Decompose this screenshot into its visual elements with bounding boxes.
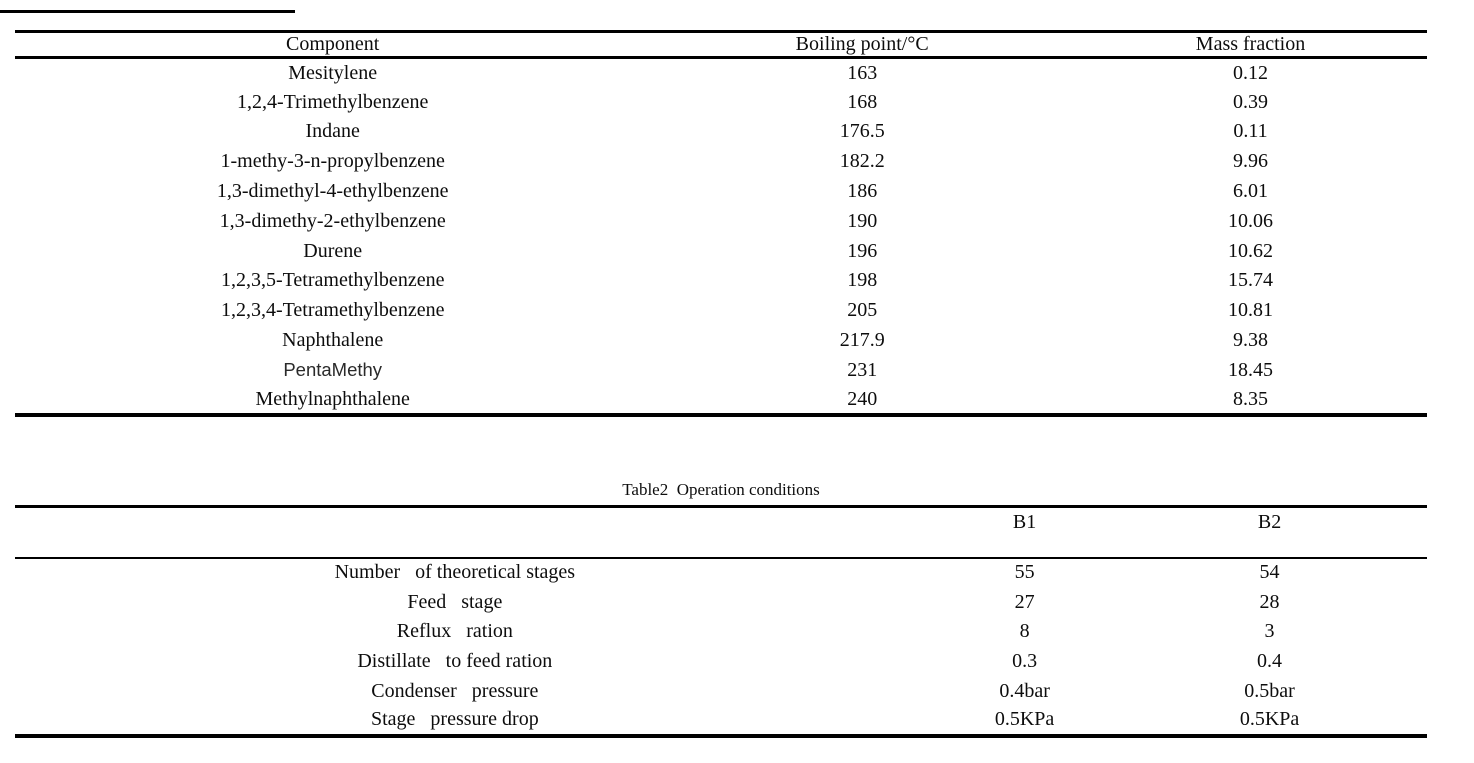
condition-label-cell: Reflux ration	[396, 620, 513, 643]
component-table-row: 1,2,3,5-Tetramethylbenzene 198 15.74	[15, 266, 1427, 296]
component-table-row: 1-methy-3-n-propylbenzene 182.2 9.96	[15, 147, 1427, 177]
boiling-point-cell: 217.9	[839, 329, 885, 352]
mass-fraction-cell: 10.62	[1227, 239, 1273, 262]
b1-value-cell: 0.3	[1012, 649, 1038, 672]
spacer-cell	[1385, 558, 1427, 588]
col-header-b2: B2	[1154, 506, 1385, 559]
component-name-cell: Indane	[305, 120, 360, 143]
boiling-point-cell: 240	[847, 387, 878, 410]
b2-value-cell: 28	[1259, 590, 1280, 613]
component-name-cell: Naphthalene	[282, 329, 384, 352]
mass-fraction-cell: 6.01	[1232, 180, 1268, 203]
boiling-point-cell: 231	[847, 358, 878, 381]
components-table-header-row: Component Boiling point/°C Mass fraction	[15, 31, 1427, 59]
b2-value-cell: 54	[1259, 561, 1280, 584]
mass-fraction-cell: 0.11	[1233, 120, 1268, 143]
operation-table-body: Number of theoretical stages 55 54 Feed …	[15, 558, 1427, 736]
boiling-point-cell: 168	[847, 90, 878, 113]
condition-label-cell: Stage pressure drop	[370, 708, 539, 731]
col-header-component: Component	[15, 31, 651, 59]
component-name-cell: 1,3-dimethy-2-ethylbenzene	[219, 209, 446, 232]
component-name-cell: Methylnaphthalene	[255, 387, 410, 410]
condition-label-cell: Distillate to feed ration	[357, 649, 553, 672]
component-table-row: Naphthalene 217.9 9.38	[15, 326, 1427, 356]
operation-table-row: Reflux ration 8 3	[15, 617, 1427, 647]
mass-fraction-cell: 9.38	[1232, 329, 1268, 352]
boiling-point-cell: 163	[847, 61, 878, 84]
mass-fraction-cell: 0.12	[1232, 61, 1268, 84]
operation-table-row: Stage pressure drop 0.5KPa 0.5KPa	[15, 706, 1427, 736]
component-table-row: Mesitylene 163 0.12	[15, 58, 1427, 88]
component-name-cell: 1-methy-3-n-propylbenzene	[220, 150, 445, 173]
mass-fraction-cell: 9.96	[1232, 150, 1268, 173]
b2-value-cell: 0.5bar	[1244, 679, 1295, 702]
components-table-body: Mesitylene 163 0.12 1,2,4-Trimethylbenze…	[15, 58, 1427, 416]
component-name-cell: 1,2,4-Trimethylbenzene	[236, 90, 429, 113]
mass-fraction-cell: 8.35	[1232, 387, 1268, 410]
component-table-row: Methylnaphthalene 240 8.35	[15, 385, 1427, 415]
b2-value-cell: 0.5KPa	[1239, 708, 1300, 731]
table2-caption: Table2 Operation conditions	[622, 480, 820, 500]
boiling-point-cell: 176.5	[839, 120, 885, 143]
component-table-row: Durene 196 10.62	[15, 236, 1427, 266]
b2-value-cell: 0.4	[1257, 649, 1283, 672]
spacer-cell	[1385, 617, 1427, 647]
mass-fraction-cell: 15.74	[1227, 269, 1273, 292]
component-name-cell: PentaMethy	[283, 359, 383, 381]
operation-table-row: Distillate to feed ration 0.3 0.4	[15, 647, 1427, 677]
spacer-cell	[1385, 706, 1427, 736]
component-table-row: 1,3-dimethyl-4-ethylbenzene 186 6.01	[15, 177, 1427, 207]
operation-conditions-table: B1 B2 Number of theoretical stages 55 54…	[15, 505, 1427, 738]
condition-label-cell: Number of theoretical stages	[334, 561, 576, 584]
operation-table-row: Number of theoretical stages 55 54	[15, 558, 1427, 588]
component-table-row: Indane 176.5 0.11	[15, 117, 1427, 147]
col-header-b1: B1	[894, 506, 1155, 559]
operation-table-header-row: B1 B2	[15, 506, 1427, 559]
component-name-cell: 1,2,3,4-Tetramethylbenzene	[220, 299, 445, 322]
spacer-cell	[1385, 647, 1427, 677]
component-table-row: 1,2,3,4-Tetramethylbenzene 205 10.81	[15, 296, 1427, 326]
spacer-cell	[1385, 676, 1427, 706]
col-header-boiling-point: Boiling point/°C	[650, 31, 1074, 59]
col-header-mass-fraction: Mass fraction	[1073, 31, 1427, 59]
component-table-row: 1,2,4-Trimethylbenzene 168 0.39	[15, 87, 1427, 117]
mass-fraction-cell: 0.39	[1232, 90, 1268, 113]
component-name-cell: Mesitylene	[288, 61, 378, 84]
boiling-point-cell: 198	[847, 269, 878, 292]
component-table-row: 1,3-dimethy-2-ethylbenzene 190 10.06	[15, 206, 1427, 236]
components-table: Component Boiling point/°C Mass fraction…	[15, 30, 1427, 418]
document-content: Component Boiling point/°C Mass fraction…	[15, 30, 1427, 738]
mass-fraction-cell: 10.06	[1227, 209, 1273, 232]
boiling-point-cell: 182.2	[839, 150, 885, 173]
boiling-point-cell: 196	[847, 239, 878, 262]
col-header-blank	[15, 506, 895, 559]
mass-fraction-cell: 18.45	[1227, 358, 1273, 381]
col-header-spacer	[1384, 506, 1427, 559]
mass-fraction-cell: 10.81	[1227, 299, 1273, 322]
operation-table-row: Feed stage 27 28	[15, 587, 1427, 617]
component-name-cell: Durene	[303, 239, 363, 262]
b1-value-cell: 0.4bar	[999, 679, 1050, 702]
boiling-point-cell: 190	[847, 209, 878, 232]
b1-value-cell: 0.5KPa	[994, 708, 1055, 731]
spacer-cell	[1385, 587, 1427, 617]
b1-value-cell: 27	[1014, 590, 1035, 613]
condition-label-cell: Condenser pressure	[371, 679, 539, 702]
boiling-point-cell: 205	[847, 299, 878, 322]
condition-label-cell: Feed stage	[407, 590, 503, 613]
operation-table-row: Condenser pressure 0.4bar 0.5bar	[15, 676, 1427, 706]
b1-value-cell: 55	[1014, 561, 1035, 584]
boiling-point-cell: 186	[847, 180, 878, 203]
top-left-partial-rule	[0, 10, 295, 13]
component-name-cell: 1,2,3,5-Tetramethylbenzene	[220, 269, 445, 292]
b2-value-cell: 3	[1264, 620, 1275, 643]
component-name-cell: 1,3-dimethyl-4-ethylbenzene	[216, 180, 449, 203]
component-table-row: PentaMethy 231 18.45	[15, 355, 1427, 385]
b1-value-cell: 8	[1019, 620, 1030, 643]
